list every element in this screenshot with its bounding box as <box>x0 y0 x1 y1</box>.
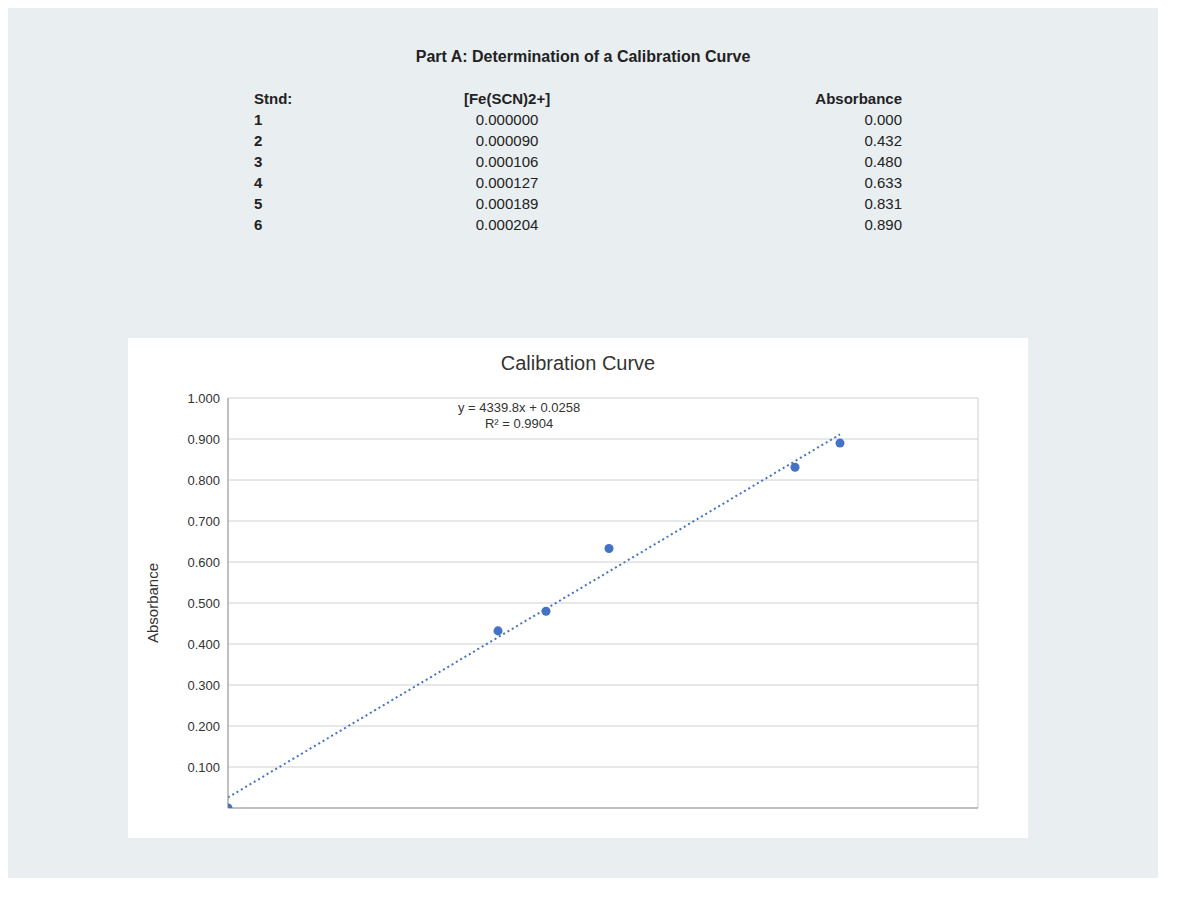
html-text:y = 4339.8x + 0.0258: y = 4339.8x + 0.0258 <box>458 400 581 415</box>
html-text:0.432: 0.432 <box>864 132 902 149</box>
html-text:0.633: 0.633 <box>864 174 902 191</box>
html-text:0.000204: 0.000204 <box>475 216 539 233</box>
html-text:0.000000: 0.000000 <box>475 111 539 128</box>
html-text:0.000090: 0.000090 <box>475 132 539 149</box>
svg-text:0.800: 0.800 <box>187 473 220 488</box>
html-text:2: 2 <box>254 132 263 149</box>
svg-text:0.200: 0.200 <box>187 719 220 734</box>
html-text:4: 4 <box>254 174 263 191</box>
html-text:5: 5 <box>254 195 263 212</box>
html-text:1: 1 <box>254 111 263 128</box>
html-text:0.480: 0.480 <box>864 153 902 170</box>
svg-text:0.900: 0.900 <box>187 432 220 447</box>
html-text:[Fe(SCN)2+]: [Fe(SCN)2+] <box>463 90 551 107</box>
svg-text:1.000: 1.000 <box>187 391 220 406</box>
html-text:0.000: 0.000 <box>864 111 902 128</box>
html-text:3: 3 <box>254 153 263 170</box>
svg-text:0.300: 0.300 <box>187 678 220 693</box>
html-text:Part A: Determination of a Cal: Part A: Determination of a Calibration C… <box>415 48 751 65</box>
svg-text:0.100: 0.100 <box>187 760 220 775</box>
svg-text:0.500: 0.500 <box>187 596 220 611</box>
svg-text:0.600: 0.600 <box>187 555 220 570</box>
html-text:0.831: 0.831 <box>864 195 902 212</box>
html-text:Calibration Curve: Calibration Curve <box>500 352 656 374</box>
svg-text:0.700: 0.700 <box>187 514 220 529</box>
html-text:0.000189: 0.000189 <box>475 195 539 212</box>
html-text:6: 6 <box>254 216 263 233</box>
html-text:0.890: 0.890 <box>864 216 902 233</box>
svg-text:0.400: 0.400 <box>187 637 220 652</box>
html-text:0.000127: 0.000127 <box>475 174 539 191</box>
html-text:Stnd:: Stnd: <box>254 90 293 107</box>
svg-text:Absorbance: Absorbance <box>144 563 161 643</box>
html-text:0.000106: 0.000106 <box>475 153 539 170</box>
html-text:R² = 0.9904: R² = 0.9904 <box>484 416 554 431</box>
html-text:Absorbance: Absorbance <box>815 90 902 107</box>
